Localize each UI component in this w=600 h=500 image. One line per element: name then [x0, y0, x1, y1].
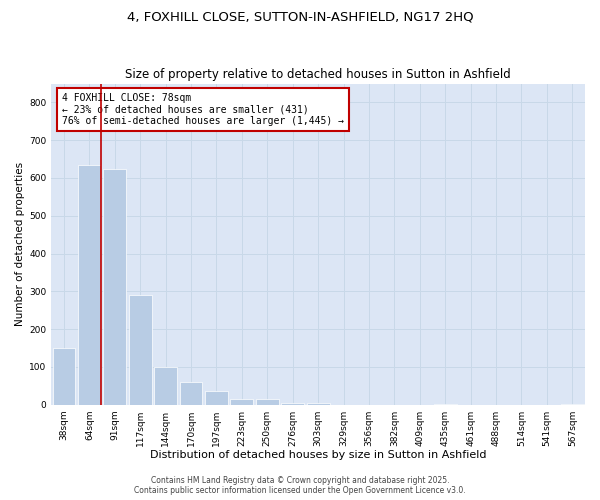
Y-axis label: Number of detached properties: Number of detached properties	[15, 162, 25, 326]
Text: Contains HM Land Registry data © Crown copyright and database right 2025.
Contai: Contains HM Land Registry data © Crown c…	[134, 476, 466, 495]
Bar	[307, 402, 329, 404]
X-axis label: Distribution of detached houses by size in Sutton in Ashfield: Distribution of detached houses by size …	[150, 450, 487, 460]
Bar	[154, 367, 177, 405]
Text: 4, FOXHILL CLOSE, SUTTON-IN-ASHFIELD, NG17 2HQ: 4, FOXHILL CLOSE, SUTTON-IN-ASHFIELD, NG…	[127, 10, 473, 23]
Bar	[281, 402, 304, 404]
Text: 4 FOXHILL CLOSE: 78sqm
← 23% of detached houses are smaller (431)
76% of semi-de: 4 FOXHILL CLOSE: 78sqm ← 23% of detached…	[62, 93, 344, 126]
Bar	[78, 165, 101, 404]
Bar	[179, 382, 202, 404]
Bar	[205, 392, 228, 404]
Bar	[129, 295, 152, 405]
Bar	[256, 399, 279, 404]
Bar	[230, 399, 253, 404]
Title: Size of property relative to detached houses in Sutton in Ashfield: Size of property relative to detached ho…	[125, 68, 511, 81]
Bar	[103, 168, 126, 404]
Bar	[53, 348, 76, 405]
